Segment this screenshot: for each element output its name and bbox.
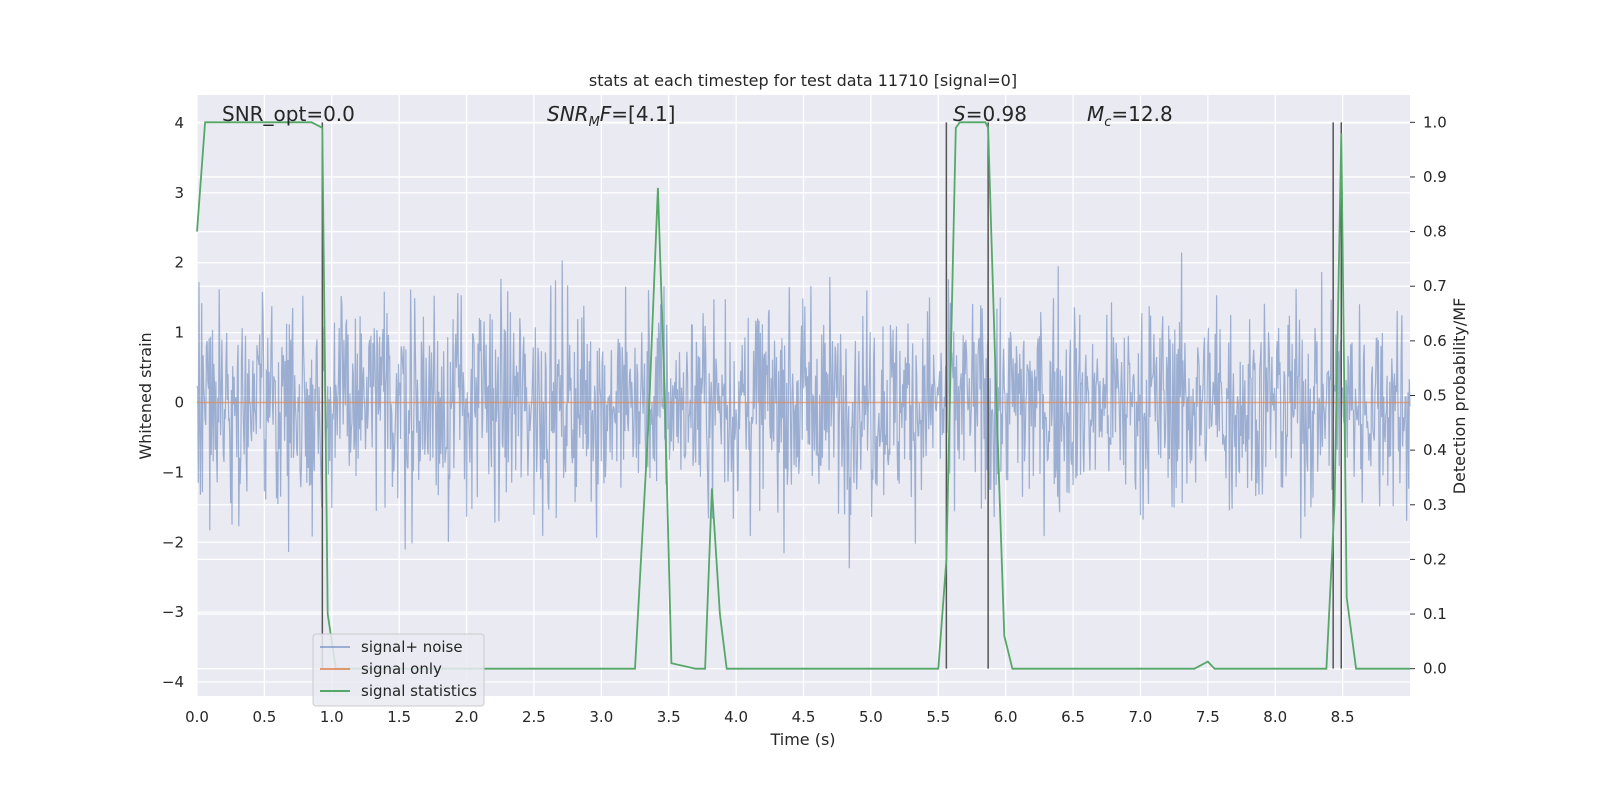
- y-right-tick-label: 0.9: [1423, 168, 1447, 186]
- x-tick-label: 5.5: [926, 708, 950, 726]
- y-right-tick-label: 0.8: [1423, 223, 1447, 241]
- y-left-tick-label: 0: [174, 393, 184, 411]
- x-axis-label: Time (s): [769, 730, 835, 749]
- legend-box: [312, 633, 485, 707]
- series-signal-noise: [196, 252, 1411, 569]
- annotation-snr-mf: SNRMF=[4.1]: [547, 102, 675, 130]
- y-right-tick-label: 0.2: [1423, 550, 1447, 568]
- detection-lines: [321, 122, 1343, 669]
- x-tick-label: 0.0: [185, 708, 209, 726]
- y-right-axis-label: Detection probability/MF: [1450, 298, 1469, 495]
- x-tick-label: 4.5: [792, 708, 816, 726]
- y-left-tick-label: 1: [174, 324, 184, 342]
- x-tick-label: 1.5: [387, 708, 411, 726]
- x-tick-label: 6.0: [994, 708, 1018, 726]
- y-left-tick-label: 3: [174, 184, 184, 202]
- signal-noise-line: [196, 252, 1411, 569]
- series-signal-statistics: [196, 121, 1410, 670]
- y-left-tick-label: 2: [174, 254, 184, 272]
- annotation-s: S=0.98: [953, 102, 1027, 126]
- y-left-tick-label: −1: [162, 463, 184, 481]
- y-right-tick-label: 0.4: [1423, 441, 1447, 459]
- legend-label-signal-only: signal only: [361, 660, 442, 678]
- x-tick-label: 7.0: [1129, 708, 1153, 726]
- x-tick-label: 5.0: [859, 708, 883, 726]
- x-tick-label: 1.0: [320, 708, 344, 726]
- x-tick-label: 8.0: [1263, 708, 1287, 726]
- x-tick-label: 2.0: [455, 708, 479, 726]
- y-right-tick-label: 0.0: [1423, 660, 1447, 678]
- legend-label-signal-statistics: signal statistics: [361, 682, 477, 700]
- signal-statistics-line: [196, 121, 1410, 670]
- y-right-tick-label: 1.0: [1423, 113, 1447, 131]
- x-tick-label: 8.5: [1331, 708, 1355, 726]
- y-left-tick-label: −4: [162, 673, 184, 691]
- x-tick-label: 2.5: [522, 708, 546, 726]
- y-right-tick-label: 0.1: [1423, 605, 1447, 623]
- y-left-tick-label: −2: [162, 533, 184, 551]
- y-right-tick-label: 0.3: [1423, 496, 1447, 514]
- x-tick-label: 0.5: [252, 708, 276, 726]
- y-right-tick-label: 0.6: [1423, 332, 1447, 350]
- annotation-mc: Mc=12.8: [1087, 102, 1173, 130]
- x-tick-label: 3.0: [589, 708, 613, 726]
- y-right-axis-ticks: 1.0 0.9 0.8 0.7 0.6 0.5 0.4 0.3 0.2 0.1 0.0: [1410, 113, 1447, 678]
- x-tick-label: 4.0: [724, 708, 748, 726]
- y-left-tick-label: 4: [174, 114, 184, 132]
- legend-label-signal-noise: signal+ noise: [361, 638, 463, 656]
- y-left-tick-label: −3: [162, 603, 184, 621]
- y-left-axis-ticks: 4 3 2 1 0 −1 −2 −3 −4: [162, 114, 184, 691]
- y-left-axis-label: Whitened strain: [136, 332, 155, 459]
- x-tick-label: 6.5: [1061, 708, 1085, 726]
- annotation-snr-opt: SNR_opt=0.0: [222, 102, 355, 126]
- x-tick-label: 7.5: [1196, 708, 1220, 726]
- legend: signal+ noise signal only signal statist…: [312, 633, 485, 707]
- x-axis-ticks: 0.0 0.5 1.0 1.5 2.0 2.5 3.0 3.5 4.0 4.5 5.0 5.5 6.0 6…: [185, 708, 1354, 726]
- chart-title: stats at each timestep for test data 117…: [589, 71, 1017, 90]
- y-right-tick-label: 0.7: [1423, 277, 1447, 295]
- x-tick-label: 3.5: [657, 708, 681, 726]
- y-right-tick-label: 0.5: [1423, 387, 1447, 405]
